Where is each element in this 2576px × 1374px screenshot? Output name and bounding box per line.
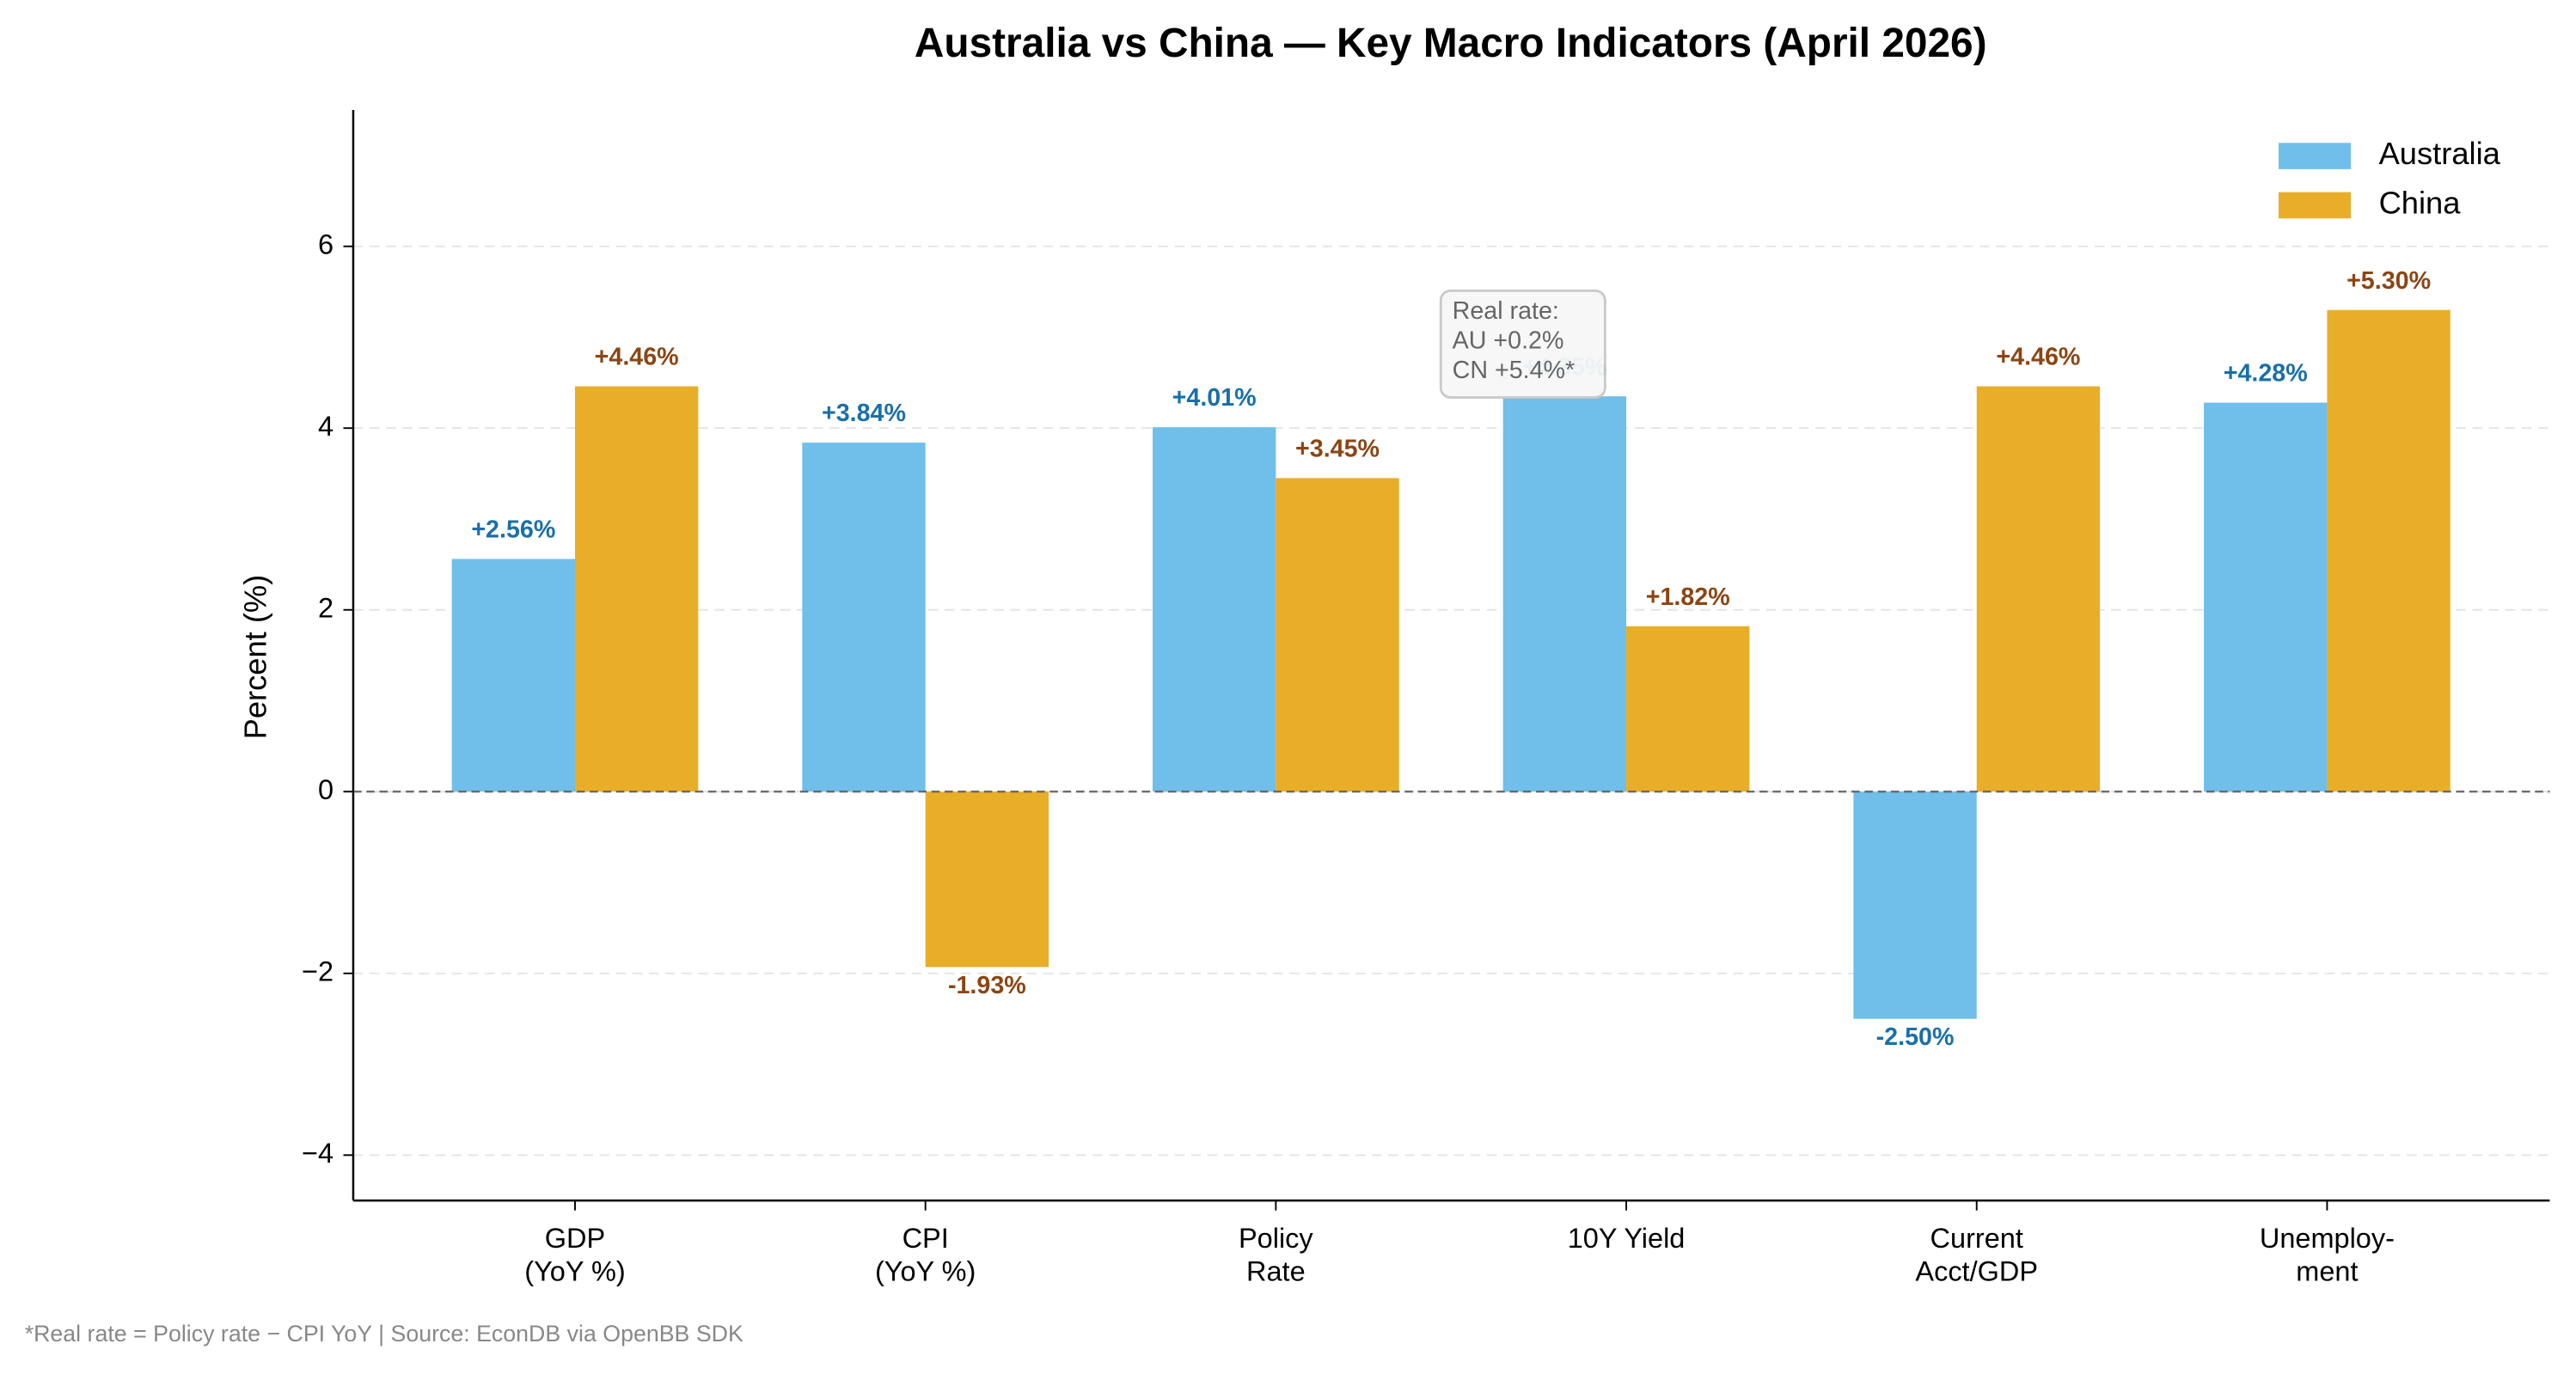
annotation-box (1439, 289, 1606, 399)
y-tick-label: 6 (318, 229, 333, 260)
x-tick-label: Current Acct/GDP (1915, 1223, 2038, 1286)
y-tick-label: −4 (302, 1138, 333, 1169)
x-tick-label: Policy Rate (1239, 1223, 1313, 1286)
value-label: -1.93% (948, 972, 1026, 999)
footnote: *Real rate = Policy rate − CPI YoY | Sou… (25, 1321, 743, 1347)
legend-label: China (2379, 186, 2462, 221)
value-label: +3.45% (1295, 435, 1380, 462)
bar (1976, 386, 2101, 792)
y-tick-label: 0 (318, 774, 333, 805)
x-tick-label: CPI (YoY %) (875, 1223, 976, 1286)
x-tick-label: 10Y Yield (1568, 1223, 1686, 1254)
bar (1853, 791, 1977, 1019)
bar (1626, 626, 1750, 792)
value-label: +4.46% (595, 344, 679, 371)
legend-swatch (2279, 192, 2352, 219)
legend-swatch (2279, 143, 2352, 169)
y-tick-label: 4 (318, 411, 333, 442)
value-label: +4.28% (2224, 360, 2308, 388)
value-label: +4.01% (1172, 384, 1257, 412)
bar (802, 443, 926, 792)
x-tick-label: GDP (YoY %) (524, 1223, 625, 1286)
x-tick-label: Unemploy-ment (2260, 1223, 2395, 1286)
value-label: +2.56% (471, 516, 555, 544)
value-label: +4.46% (1996, 344, 2080, 371)
bar (574, 386, 699, 792)
value-label: +3.84% (822, 400, 906, 427)
bar (1502, 396, 1627, 792)
bar (2327, 309, 2451, 792)
chart-title: Australia vs China — Key Macro Indicator… (915, 21, 1987, 66)
value-label: +1.82% (1646, 583, 1730, 611)
y-tick-label: 2 (318, 592, 333, 623)
bar (2204, 402, 2328, 792)
annotation: Real rate: AU +0.2% CN +5.4%* (1453, 297, 1576, 384)
bar (1276, 478, 1399, 792)
y-tick-label: −2 (302, 956, 333, 986)
legend-label: Australia (2379, 136, 2501, 171)
value-label: +5.30% (2347, 267, 2431, 295)
bar (451, 559, 575, 792)
bar (925, 791, 1049, 968)
y-axis-label: Percent (%) (238, 575, 273, 740)
value-label: -2.50% (1876, 1023, 1955, 1051)
bar (1153, 427, 1276, 792)
